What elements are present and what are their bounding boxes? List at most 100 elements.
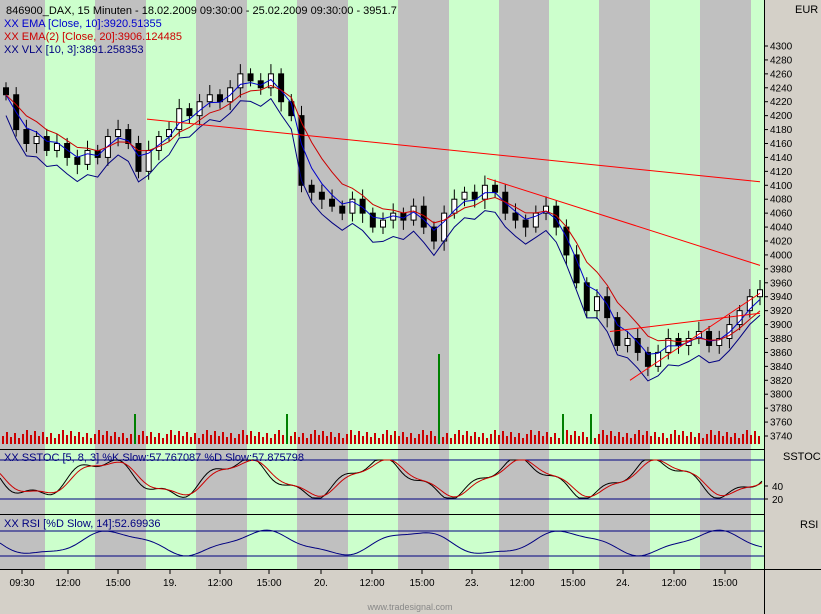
volume-bar bbox=[682, 431, 684, 444]
price-tick-label: 3840 bbox=[770, 362, 793, 373]
volume-bar bbox=[574, 431, 576, 444]
candle-body bbox=[308, 184, 315, 193]
stoch-axis-label: SSTOC bbox=[783, 451, 821, 463]
volume-bar bbox=[198, 438, 200, 444]
volume-bar bbox=[566, 430, 568, 444]
candle-body bbox=[349, 198, 356, 214]
volume-bar bbox=[398, 436, 400, 444]
volume-bar bbox=[674, 430, 676, 444]
volume-bar bbox=[670, 434, 672, 444]
price-axis-bg bbox=[764, 0, 821, 614]
time-tick-label: 23. bbox=[465, 578, 479, 589]
volume-bar bbox=[622, 437, 624, 444]
volume-bar bbox=[430, 431, 432, 444]
candle-body bbox=[369, 212, 376, 228]
time-tick-label: 12:00 bbox=[509, 578, 534, 589]
volume-bar bbox=[718, 431, 720, 444]
volume-bar bbox=[314, 430, 316, 444]
volume-bar bbox=[42, 432, 44, 444]
volume-bar bbox=[734, 433, 736, 444]
volume-bar bbox=[490, 434, 492, 444]
price-tick-label: 4060 bbox=[770, 209, 793, 220]
candle-body bbox=[53, 143, 60, 151]
volume-bar bbox=[178, 431, 180, 444]
volume-bar bbox=[134, 414, 136, 444]
volume-bar bbox=[426, 435, 428, 444]
stoch-legend: XX SSTOC [5, 8, 3] %K Slow:57.767087 %D … bbox=[4, 452, 304, 464]
price-tick-label: 4200 bbox=[770, 111, 793, 122]
volume-bar bbox=[54, 438, 56, 444]
candle-body bbox=[288, 101, 295, 117]
stoch-tick-label: 20 bbox=[772, 495, 784, 506]
volume-bar bbox=[10, 437, 12, 444]
trendlines bbox=[146, 118, 761, 381]
volume-bar bbox=[318, 435, 320, 444]
volume-bar bbox=[74, 436, 76, 444]
session-band bbox=[751, 0, 764, 449]
volume-bar bbox=[534, 435, 536, 444]
volume-bar bbox=[594, 438, 596, 444]
volume-bars bbox=[2, 354, 760, 444]
volume-bar bbox=[666, 438, 668, 444]
volume-bar bbox=[66, 435, 68, 444]
volume-bar bbox=[414, 438, 416, 444]
volume-bar bbox=[214, 431, 216, 444]
volume-bar bbox=[334, 437, 336, 444]
volume-bar bbox=[646, 431, 648, 444]
volume-bar bbox=[46, 437, 48, 444]
candle-body bbox=[186, 108, 193, 117]
session-band bbox=[348, 515, 398, 569]
candle-body bbox=[278, 73, 285, 103]
price-tick-label: 4140 bbox=[770, 153, 793, 164]
volume-bar bbox=[310, 434, 312, 444]
time-tick-label: 15:00 bbox=[105, 578, 130, 589]
rsi-legend: XX RSI [%D Slow, 14]:52.69936 bbox=[4, 518, 161, 530]
volume-bar bbox=[362, 436, 364, 444]
volume-bar bbox=[510, 432, 512, 444]
ema10-line bbox=[5, 78, 761, 355]
volume-bar bbox=[562, 414, 564, 444]
price-tick-label: 4100 bbox=[770, 181, 793, 192]
volume-bar bbox=[106, 431, 108, 444]
candle-body bbox=[583, 282, 590, 312]
volume-bar bbox=[154, 437, 156, 444]
volume-bar bbox=[746, 430, 748, 444]
volume-bar bbox=[58, 434, 60, 444]
volume-bar bbox=[446, 433, 448, 444]
candle-body bbox=[3, 87, 9, 96]
volume-bar bbox=[358, 431, 360, 444]
session-band bbox=[45, 0, 95, 449]
volume-bar bbox=[434, 436, 436, 444]
trendline bbox=[629, 292, 761, 381]
volume-bar bbox=[162, 438, 164, 444]
volume-bar bbox=[686, 436, 688, 444]
session-band bbox=[247, 0, 297, 449]
volume-bar bbox=[742, 434, 744, 444]
price-tick-label: 4160 bbox=[770, 139, 793, 150]
session-band bbox=[348, 450, 398, 514]
volume-bar bbox=[494, 430, 496, 444]
volume-bar bbox=[174, 435, 176, 444]
price-tick-label: 4240 bbox=[770, 83, 793, 94]
volume-bar bbox=[610, 431, 612, 444]
volume-bar bbox=[738, 438, 740, 444]
volume-bar bbox=[150, 432, 152, 444]
volume-bar bbox=[298, 437, 300, 444]
ema20-legend: XX EMA(2) [Close, 20]:3906.124485 bbox=[4, 31, 182, 43]
session-band bbox=[549, 450, 599, 514]
volume-bar bbox=[286, 414, 288, 444]
candle-body bbox=[339, 205, 346, 214]
volume-bar bbox=[450, 438, 452, 444]
volume-bar bbox=[34, 431, 36, 444]
candle-body bbox=[33, 136, 40, 145]
volume-bar bbox=[62, 430, 64, 444]
volume-bar bbox=[454, 434, 456, 444]
candle-body bbox=[522, 219, 529, 228]
candle-body bbox=[461, 191, 468, 200]
volume-bar bbox=[182, 436, 184, 444]
volume-bar bbox=[242, 430, 244, 444]
candle-body bbox=[451, 198, 458, 214]
volume-bar bbox=[618, 432, 620, 444]
volume-bar bbox=[210, 435, 212, 444]
session-band bbox=[449, 450, 499, 514]
